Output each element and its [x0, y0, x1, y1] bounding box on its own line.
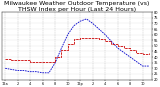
Title: Milwaukee Weather Outdoor Temperature (vs) THSW Index per Hour (Last 24 Hours): Milwaukee Weather Outdoor Temperature (v… [4, 1, 150, 12]
